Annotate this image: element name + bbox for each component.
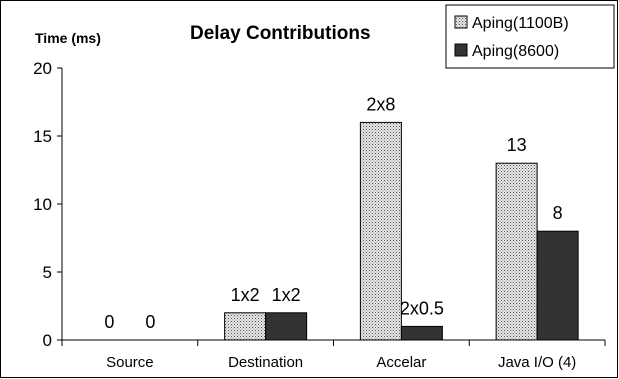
- axes: 0 5 10 15 20 Source Destination Accelar Java I/O…: [33, 59, 606, 371]
- y-tick-label-4: 20: [33, 59, 52, 78]
- chart-title: Delay Contributions: [190, 23, 371, 44]
- x-category-label-0: Source: [106, 354, 154, 371]
- y-axis-label: Time (ms): [35, 30, 101, 46]
- data-label-series1-cat1: 1x2: [272, 285, 301, 305]
- bars: [224, 121, 579, 341]
- data-label-series0-cat2: 2x8: [366, 94, 395, 114]
- legend-swatch-aping-1100b: [454, 15, 468, 29]
- y-tick-label-0: 0: [43, 331, 52, 350]
- x-category-label-1: Destination: [228, 354, 303, 371]
- legend-label-aping-1100b: Aping(1100B): [472, 15, 569, 32]
- y-tick-label-3: 15: [33, 127, 52, 146]
- data-label-series0-cat1: 1x2: [231, 285, 260, 305]
- x-category-label-2: Accelar: [376, 354, 426, 371]
- data-label-series1-cat0: 0: [145, 312, 155, 332]
- bar-series0-cat3: [495, 162, 538, 341]
- bar-series0-cat2: [359, 121, 402, 341]
- bar-series0-cat1: [224, 312, 267, 341]
- data-label-series0-cat0: 0: [104, 312, 114, 332]
- bar-series1-cat1: [265, 312, 308, 341]
- data-label-series1-cat3: 8: [553, 203, 563, 223]
- legend-swatch-aping-8600: [454, 43, 468, 57]
- x-category-label-3: Java I/O (4): [498, 354, 576, 371]
- legend: Aping(1100B) Aping(8600): [445, 4, 615, 69]
- y-tick-label-2: 10: [33, 195, 52, 214]
- legend-box: [445, 4, 615, 69]
- bar-series1-cat2: [400, 325, 443, 341]
- legend-label-aping-8600: Aping(8600): [472, 43, 559, 60]
- y-tick-label-1: 5: [43, 263, 52, 282]
- data-label-series1-cat2: 2x0.5: [400, 298, 444, 318]
- data-labels: 0 1x2 2x8 13 0 1x2 2x0.5 8: [104, 94, 562, 332]
- data-label-series0-cat3: 13: [507, 135, 527, 155]
- bar-series1-cat3: [536, 230, 579, 341]
